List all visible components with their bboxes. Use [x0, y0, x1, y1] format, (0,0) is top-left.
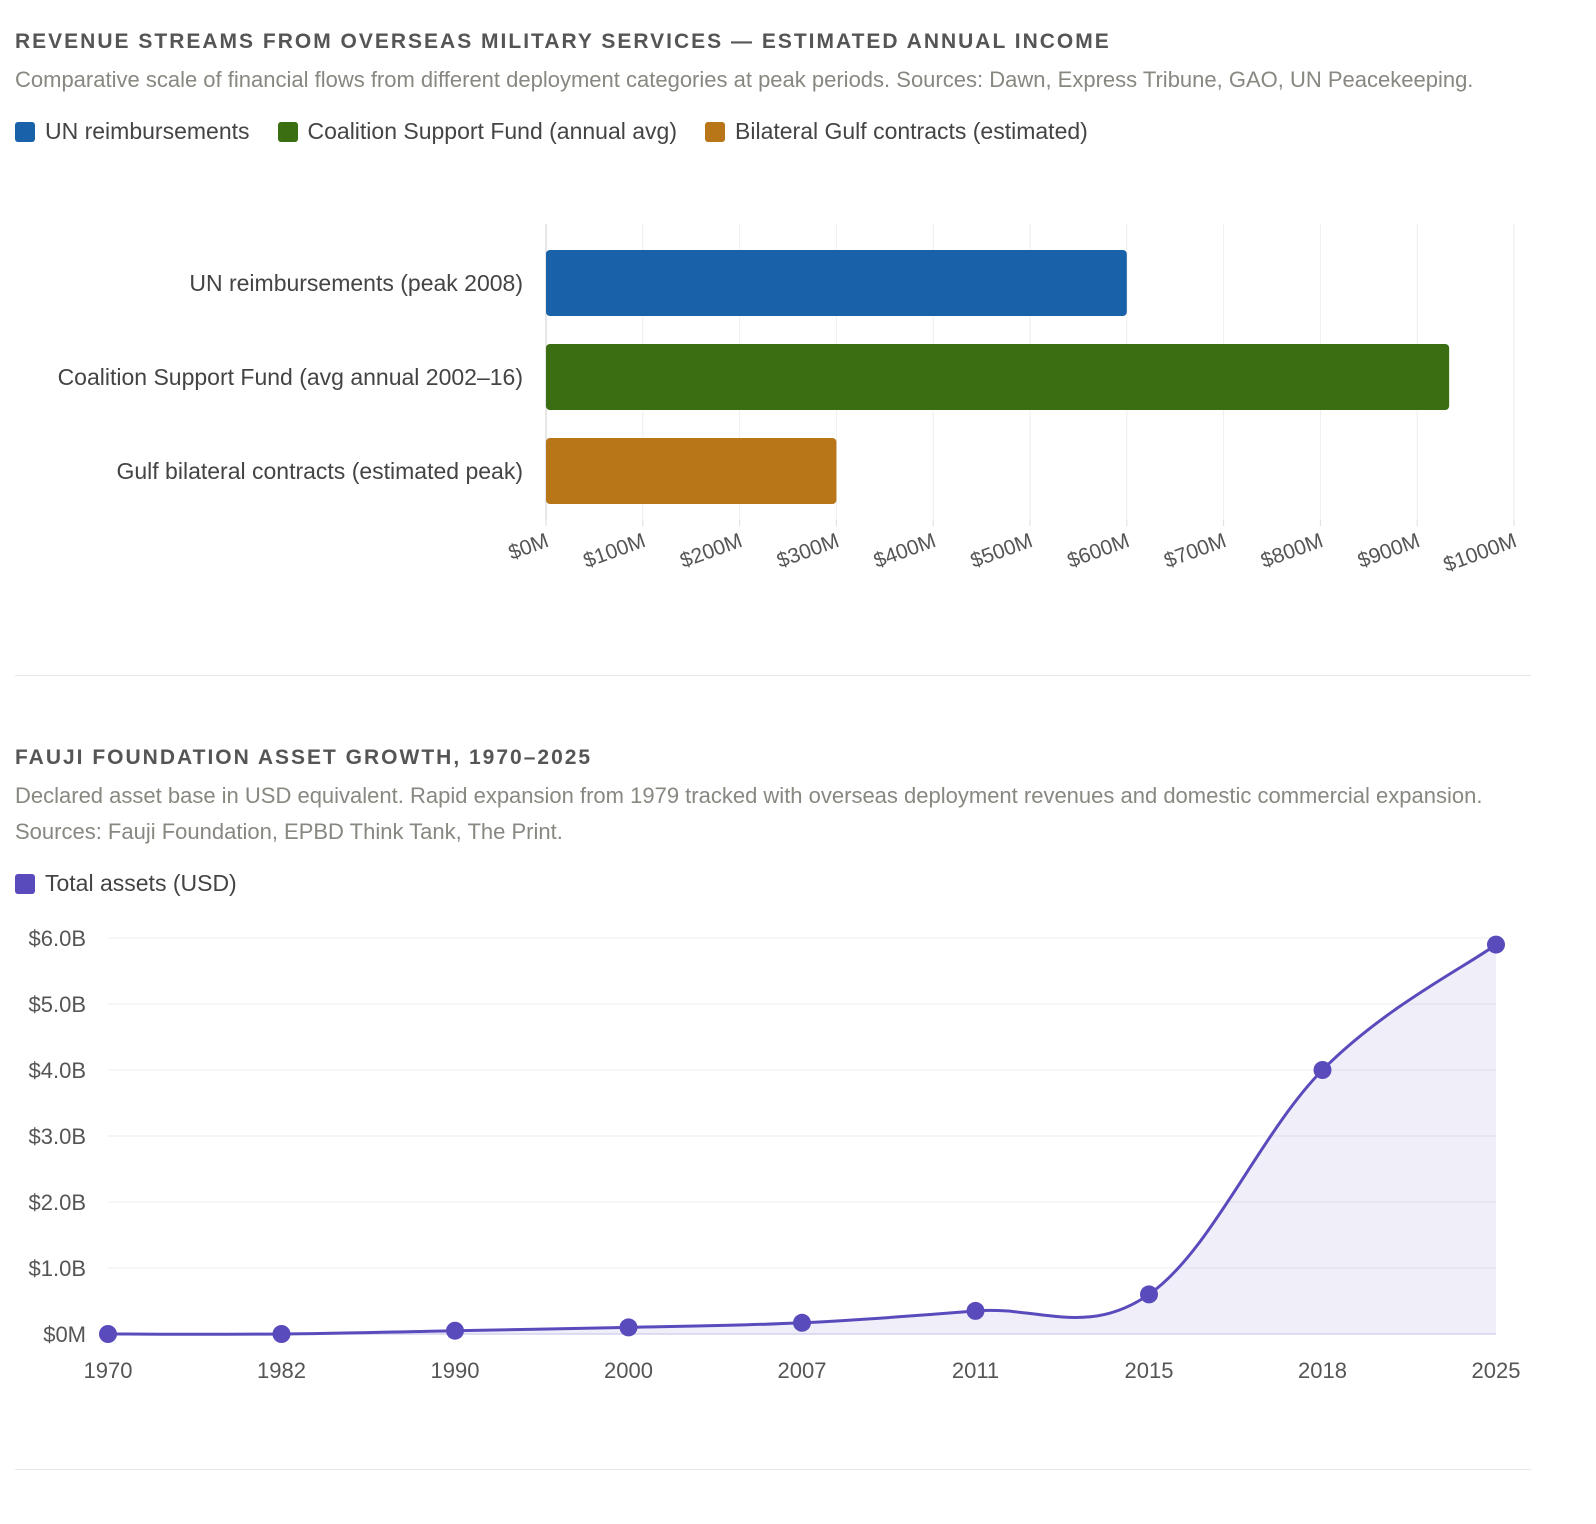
x-tick-label: 1990	[431, 1358, 480, 1383]
fauji-chart-section: FAUJI FOUNDATION ASSET GROWTH, 1970–2025…	[15, 746, 1531, 897]
x-tick-label: 2011	[952, 1358, 999, 1383]
x-tick-label: $100M	[580, 529, 648, 573]
section-divider	[15, 675, 1531, 676]
revenue-legend: UN reimbursements Coalition Support Fund…	[15, 118, 1531, 145]
legend-item-gulf: Bilateral Gulf contracts (estimated)	[705, 118, 1088, 145]
x-tick-label: 2000	[604, 1358, 653, 1383]
data-point	[272, 1325, 291, 1343]
data-point	[793, 1313, 811, 1332]
fauji-chart-title: FAUJI FOUNDATION ASSET GROWTH, 1970–2025	[15, 746, 593, 769]
x-tick-label: $500M	[967, 529, 1035, 573]
legend-label-total-assets: Total assets (USD)	[45, 870, 237, 896]
legend-swatch-gulf	[705, 121, 726, 142]
legend-label-un: UN reimbursements	[45, 118, 250, 144]
x-tick-label: $800M	[1258, 529, 1326, 573]
y-tick-label: $4.0B	[29, 1058, 87, 1083]
x-tick-label: $1000M	[1441, 529, 1520, 577]
data-point	[1487, 935, 1505, 954]
y-tick-label: $5.0B	[29, 992, 87, 1017]
legend-item-csf: Coalition Support Fund (annual avg)	[277, 118, 678, 145]
category-label: UN reimbursements (peak 2008)	[189, 270, 523, 296]
y-tick-label: $0M	[43, 1322, 86, 1347]
data-point	[966, 1301, 985, 1320]
revenue-bar-chart: $0M $100M $200M $300M $400M $500M $600M $700M $8…	[58, 224, 1520, 577]
fauji-legend: Total assets (USD)	[15, 870, 1531, 897]
legend-item-un: UN reimbursements	[15, 118, 250, 145]
bar	[546, 344, 1450, 410]
x-tick-label: 2018	[1298, 1358, 1347, 1383]
x-tick-label: $600M	[1064, 529, 1132, 573]
bar	[546, 438, 837, 504]
legend-item-total-assets: Total assets (USD)	[15, 870, 237, 897]
x-tick-label: 1970	[84, 1358, 133, 1383]
x-tick-label: $700M	[1161, 529, 1229, 573]
x-tick-label: 2007	[778, 1358, 827, 1383]
category-label: Coalition Support Fund (avg annual 2002–…	[58, 364, 523, 390]
x-tick-label: $400M	[871, 529, 939, 573]
category-label: Gulf bilateral contracts (estimated peak…	[116, 458, 523, 484]
bottom-divider	[15, 1469, 1531, 1470]
legend-swatch-total-assets	[15, 873, 35, 894]
y-tick-label: $1.0B	[29, 1256, 87, 1281]
y-tick-label: $3.0B	[29, 1124, 87, 1149]
legend-label-gulf: Bilateral Gulf contracts (estimated)	[735, 118, 1088, 144]
fauji-chart-subtitle: Declared asset base in USD equivalent. R…	[15, 783, 1483, 844]
data-point	[1140, 1285, 1158, 1304]
x-tick-label: $900M	[1355, 529, 1423, 573]
data-point	[619, 1318, 638, 1337]
x-tick-label: $200M	[677, 529, 745, 573]
x-tick-label: $0M	[505, 529, 551, 565]
data-point	[1313, 1061, 1332, 1079]
x-tick-label: 2025	[1472, 1358, 1521, 1383]
fauji-area-chart: $0M $1.0B $2.0B $3.0B $4.0B $5.0B $6.0B 1970 198…	[29, 926, 1521, 1383]
x-tick-label: 1982	[257, 1358, 306, 1383]
y-tick-label: $2.0B	[29, 1190, 87, 1215]
revenue-chart-section: REVENUE STREAMS FROM OVERSEAS MILITARY S…	[15, 30, 1531, 145]
legend-swatch-csf	[277, 121, 298, 142]
legend-swatch-un	[15, 121, 35, 142]
y-tick-label: $6.0B	[29, 926, 87, 951]
data-point	[99, 1325, 117, 1343]
area-fill	[108, 944, 1496, 1335]
data-point	[446, 1321, 464, 1340]
legend-label-csf: Coalition Support Fund (annual avg)	[307, 118, 678, 144]
revenue-chart-title: REVENUE STREAMS FROM OVERSEAS MILITARY S…	[15, 30, 1111, 53]
bar	[546, 250, 1127, 316]
x-tick-label: 2015	[1125, 1358, 1174, 1383]
revenue-chart-subtitle: Comparative scale of financial flows fro…	[15, 67, 1474, 92]
series-line	[107, 943, 1497, 1336]
x-tick-label: $300M	[774, 529, 842, 573]
